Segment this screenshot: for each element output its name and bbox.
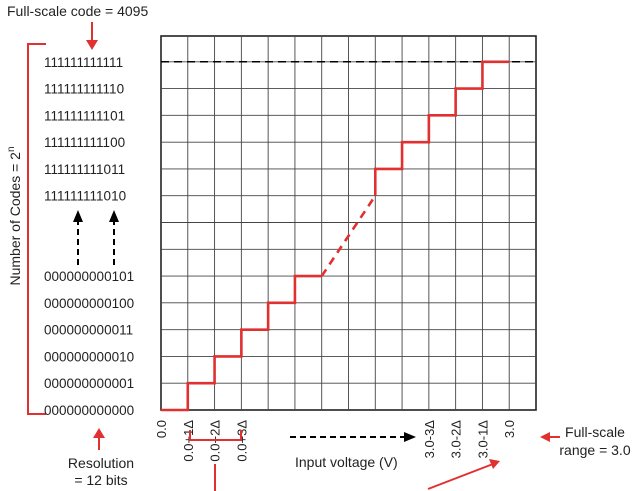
code-gap-arrows xyxy=(73,210,119,265)
code-label: 000000000011 xyxy=(44,323,133,338)
full-scale-code-arrow-head xyxy=(86,40,98,50)
voltage-tick-label: 0.0+1Δ xyxy=(181,420,196,462)
resolution-label-line1: Resolution xyxy=(68,455,134,471)
code-label: 111111111011 xyxy=(44,162,125,177)
code-label: 000000000101 xyxy=(44,269,134,284)
voltage-tick-label: 3.0-2Δ xyxy=(449,420,464,459)
code-label: 000000000000 xyxy=(44,403,134,418)
input-voltage-arrow-head xyxy=(404,432,416,442)
code-label: 000000000100 xyxy=(44,296,134,311)
code-label: 111111111101 xyxy=(44,108,125,123)
transfer-dashed-segment xyxy=(320,194,377,277)
lsb-bracket xyxy=(189,430,242,441)
resolution-arrow-head xyxy=(93,428,105,438)
code-label: 111111111010 xyxy=(44,189,126,204)
svg-text:Number of Codes = 2n: Number of Codes = 2n xyxy=(6,146,23,285)
voltage-tick-label: 3.0-3Δ xyxy=(422,420,437,459)
full-scale-range-line2: range = 3.0 xyxy=(559,442,630,458)
transfer-step-segment xyxy=(373,60,510,196)
voltage-tick-label: 3.0-1Δ xyxy=(475,420,490,459)
voltage-tick-label: 3.0 xyxy=(502,420,517,438)
resolution-label-line2: = 12 bits xyxy=(74,472,127,488)
transfer-function xyxy=(161,60,510,412)
full-scale-code-label: Full-scale code = 4095 xyxy=(7,3,148,19)
chart-grid xyxy=(160,35,537,411)
number-of-codes-text: Number of Codes = 2 xyxy=(7,152,23,286)
code-gap-arrow-left-head xyxy=(73,210,83,222)
code-labels: 111111111111 111111111110 111111111101 1111… xyxy=(44,55,134,418)
code-label: 111111111100 xyxy=(44,135,125,150)
code-gap-arrow-right-head xyxy=(109,210,119,222)
transfer-step-segment xyxy=(161,274,322,412)
number-of-codes-label: Number of Codes = 2n xyxy=(6,146,23,285)
voltage-tick-label: 0.0 xyxy=(154,420,169,438)
number-of-codes-exponent: n xyxy=(6,146,17,152)
full-scale-range-line1: Full-scale xyxy=(565,424,625,440)
delta-arrow-head xyxy=(489,459,500,469)
code-label: 111111111110 xyxy=(44,82,124,97)
input-voltage-label: Input voltage (V) xyxy=(295,454,398,470)
delta-arrow-shaft xyxy=(427,463,494,490)
code-label: 000000000010 xyxy=(44,349,134,364)
full-scale-range-arrow-head xyxy=(540,432,550,442)
code-label: 000000000001 xyxy=(44,376,134,391)
code-label: 111111111111 xyxy=(44,55,123,70)
codes-bracket xyxy=(27,43,46,415)
